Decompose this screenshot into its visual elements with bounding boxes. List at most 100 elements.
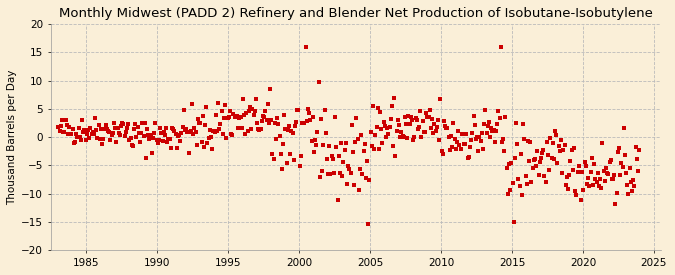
Point bbox=[132, 125, 143, 130]
Point bbox=[574, 169, 585, 174]
Point bbox=[115, 133, 126, 137]
Point bbox=[313, 80, 324, 84]
Point bbox=[402, 136, 412, 141]
Point bbox=[354, 167, 365, 172]
Point bbox=[115, 124, 126, 128]
Point bbox=[461, 132, 472, 136]
Point bbox=[487, 129, 498, 133]
Point bbox=[543, 153, 554, 157]
Point bbox=[524, 159, 535, 164]
Point bbox=[368, 103, 379, 108]
Point bbox=[481, 131, 492, 135]
Point bbox=[609, 173, 620, 177]
Point bbox=[439, 119, 450, 123]
Point bbox=[274, 134, 285, 138]
Point bbox=[403, 114, 414, 118]
Point bbox=[203, 136, 214, 140]
Point bbox=[99, 127, 110, 131]
Point bbox=[281, 160, 292, 165]
Point bbox=[137, 121, 148, 125]
Point bbox=[422, 115, 433, 119]
Point bbox=[541, 139, 552, 144]
Point bbox=[211, 112, 221, 117]
Point bbox=[598, 168, 609, 173]
Point bbox=[269, 121, 280, 126]
Point bbox=[338, 160, 349, 164]
Point bbox=[291, 119, 302, 124]
Point bbox=[259, 115, 269, 119]
Point bbox=[244, 105, 255, 109]
Point bbox=[273, 121, 284, 126]
Point bbox=[168, 126, 179, 131]
Point bbox=[156, 131, 167, 135]
Point bbox=[230, 115, 241, 120]
Point bbox=[331, 145, 342, 149]
Point bbox=[456, 131, 467, 136]
Point bbox=[164, 137, 175, 142]
Point bbox=[587, 183, 598, 187]
Point bbox=[568, 168, 578, 172]
Point bbox=[611, 190, 622, 195]
Point bbox=[354, 188, 364, 192]
Point bbox=[554, 144, 564, 148]
Point bbox=[384, 125, 395, 129]
Point bbox=[312, 130, 323, 135]
Point bbox=[261, 118, 272, 122]
Point bbox=[387, 104, 398, 108]
Point bbox=[256, 119, 267, 123]
Point bbox=[348, 150, 358, 154]
Point bbox=[617, 164, 628, 169]
Point bbox=[253, 126, 264, 131]
Point bbox=[390, 154, 401, 158]
Point bbox=[63, 125, 74, 129]
Point bbox=[202, 141, 213, 145]
Point bbox=[565, 159, 576, 163]
Point bbox=[318, 143, 329, 147]
Point bbox=[325, 172, 336, 177]
Point bbox=[549, 157, 560, 161]
Point bbox=[610, 202, 621, 206]
Point bbox=[326, 153, 337, 158]
Point bbox=[277, 142, 288, 147]
Point bbox=[284, 123, 294, 128]
Point bbox=[530, 157, 541, 161]
Point bbox=[434, 138, 445, 142]
Point bbox=[488, 128, 499, 132]
Point bbox=[54, 129, 65, 133]
Point bbox=[184, 130, 195, 134]
Point bbox=[631, 156, 642, 161]
Point bbox=[182, 130, 193, 134]
Point bbox=[626, 189, 637, 194]
Point bbox=[500, 115, 511, 119]
Point bbox=[68, 126, 78, 131]
Point bbox=[365, 130, 376, 134]
Point bbox=[53, 125, 64, 129]
Point bbox=[183, 151, 194, 155]
Point bbox=[580, 164, 591, 168]
Point bbox=[140, 156, 151, 161]
Point bbox=[105, 138, 116, 143]
Point bbox=[265, 87, 275, 92]
Point bbox=[425, 126, 436, 131]
Point bbox=[439, 124, 450, 128]
Point bbox=[579, 160, 590, 164]
Point bbox=[557, 171, 568, 176]
Point bbox=[173, 133, 184, 138]
Point bbox=[158, 130, 169, 134]
Point bbox=[400, 114, 410, 119]
Point bbox=[254, 128, 265, 133]
Point bbox=[222, 116, 233, 120]
Point bbox=[453, 129, 464, 133]
Point bbox=[520, 174, 531, 178]
Point bbox=[505, 188, 516, 192]
Point bbox=[544, 168, 555, 173]
Point bbox=[263, 121, 274, 125]
Point bbox=[576, 198, 587, 203]
Point bbox=[516, 152, 526, 156]
Point bbox=[415, 108, 426, 113]
Point bbox=[143, 133, 154, 138]
Point bbox=[349, 183, 360, 187]
Point bbox=[196, 140, 207, 144]
Point bbox=[392, 129, 402, 133]
Point bbox=[568, 146, 579, 150]
